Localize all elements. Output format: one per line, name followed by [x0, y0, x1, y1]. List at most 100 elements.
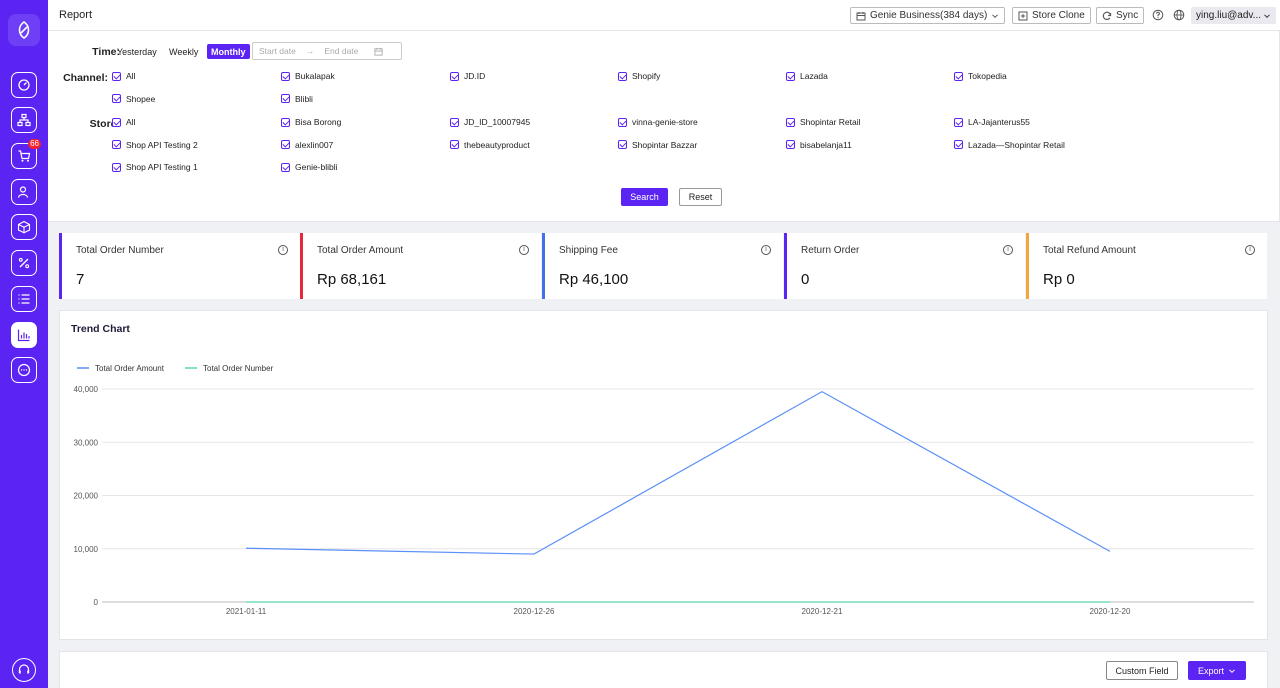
checkbox-checked-icon[interactable]: [618, 117, 627, 127]
business-label: Genie Business(384 days): [870, 10, 988, 21]
checkbox-checked-icon[interactable]: [281, 117, 290, 127]
time-option-weekly[interactable]: Weekly: [169, 46, 199, 57]
info-icon[interactable]: i: [278, 245, 288, 255]
store-checkbox[interactable]: JD_ID_10007945: [450, 117, 530, 127]
product-box-icon[interactable]: [11, 214, 37, 240]
help-icon[interactable]: [1152, 9, 1164, 21]
checkbox-checked-icon[interactable]: [112, 140, 121, 149]
sync-button[interactable]: Sync: [1096, 7, 1145, 24]
channel-checkbox[interactable]: Blibli: [281, 94, 313, 104]
channel-checkbox-label: Tokopedia: [968, 71, 1007, 81]
store-checkbox[interactable]: Shopintar Retail: [786, 117, 860, 127]
store-checkbox[interactable]: Lazada—Shopintar Retail: [954, 140, 1065, 150]
start-date-input[interactable]: Start date: [259, 46, 296, 56]
checkbox-checked-icon[interactable]: [281, 162, 290, 172]
store-label: Store:: [89, 118, 120, 130]
legend-label: Total Order Number: [203, 364, 274, 373]
channel-checkbox[interactable]: Shopee: [112, 94, 155, 104]
channel-checkbox[interactable]: All: [112, 71, 135, 81]
organization-icon[interactable]: [11, 107, 37, 133]
x-tick-label: 2021-01-11: [226, 607, 267, 616]
checkbox-checked-icon[interactable]: [281, 140, 290, 149]
checkbox-checked-icon[interactable]: [954, 140, 963, 149]
list-icon[interactable]: [11, 286, 37, 312]
checkbox-checked-icon[interactable]: [618, 71, 627, 81]
metric-value: 7: [76, 271, 85, 288]
channel-checkbox[interactable]: Shopify: [618, 71, 660, 81]
checkbox-checked-icon[interactable]: [281, 71, 290, 81]
cart-icon[interactable]: 66: [11, 139, 41, 169]
checkbox-checked-icon[interactable]: [450, 140, 459, 149]
search-button[interactable]: Search: [621, 188, 668, 206]
metric-card: Total Refund Amount i Rp 0: [1026, 233, 1267, 299]
checkbox-checked-icon[interactable]: [954, 117, 963, 127]
business-selector[interactable]: Genie Business(384 days): [850, 7, 1006, 24]
customer-support-icon[interactable]: [12, 658, 36, 682]
channel-checkbox[interactable]: Bukalapak: [281, 71, 335, 81]
arrow-right-icon: →: [305, 46, 315, 56]
promotion-percent-icon[interactable]: [11, 250, 37, 276]
store-clone-button[interactable]: Store Clone: [1012, 7, 1091, 24]
channel-checkbox[interactable]: JD.ID: [450, 71, 485, 81]
info-icon[interactable]: i: [761, 245, 771, 255]
checkbox-checked-icon[interactable]: [786, 117, 795, 127]
channel-checkbox-label: Lazada: [800, 71, 828, 81]
store-checkbox[interactable]: LA-Jajanterus55: [954, 117, 1030, 127]
checkbox-checked-icon[interactable]: [281, 94, 290, 103]
dashboard-icon[interactable]: [11, 72, 37, 98]
channel-checkbox[interactable]: Lazada: [786, 71, 828, 81]
info-icon[interactable]: i: [1245, 245, 1255, 255]
end-date-input[interactable]: End date: [324, 46, 359, 56]
store-checkbox[interactable]: Shopintar Bazzar: [618, 140, 697, 150]
store-checkbox[interactable]: Bisa Borong: [281, 117, 341, 127]
checkbox-checked-icon[interactable]: [618, 140, 627, 149]
checkbox-checked-icon[interactable]: [112, 162, 121, 172]
metric-card: Total Order Amount i Rp 68,161: [300, 233, 541, 299]
checkbox-checked-icon[interactable]: [450, 71, 459, 81]
checkbox-checked-icon[interactable]: [450, 117, 459, 127]
series-line-total-order-amount: [245, 390, 1111, 555]
checkbox-checked-icon[interactable]: [786, 71, 795, 81]
customers-icon[interactable]: [11, 179, 37, 205]
channel-checkbox-label: Shopee: [126, 93, 156, 104]
info-icon[interactable]: i: [1003, 245, 1013, 255]
channel-checkbox[interactable]: Tokopedia: [954, 71, 1007, 81]
export-button[interactable]: Export: [1188, 661, 1246, 680]
x-tick-label: 2020-12-26: [514, 607, 555, 616]
channel-checkbox-label: Shopify: [632, 71, 661, 81]
chart-title: Trend Chart: [71, 323, 130, 335]
checkbox-checked-icon[interactable]: [112, 117, 121, 127]
metric-title: Total Refund Amount: [1043, 245, 1136, 256]
calendar-icon: [856, 11, 866, 20]
report-chart-icon[interactable]: [11, 322, 37, 348]
time-option-yesterday[interactable]: Yesterday: [117, 46, 157, 57]
store-checkbox[interactable]: thebeautyproduct: [450, 140, 530, 150]
time-option-monthly[interactable]: Monthly: [207, 44, 250, 59]
store-checkbox-label: vinna-genie-store: [632, 117, 698, 127]
chat-icon[interactable]: [11, 357, 37, 383]
store-checkbox[interactable]: alexlin007: [281, 140, 333, 150]
store-checkbox[interactable]: Shop API Testing 1: [112, 162, 198, 172]
date-range-picker[interactable]: Start date → End date: [252, 42, 402, 60]
info-icon[interactable]: i: [519, 245, 529, 255]
store-checkbox[interactable]: bisabelanja11: [786, 140, 852, 150]
store-clone-label: Store Clone: [1032, 10, 1085, 21]
y-tick-label: 30,000: [74, 438, 99, 447]
checkbox-checked-icon[interactable]: [112, 71, 121, 81]
cart-badge: 66: [28, 139, 41, 149]
language-globe-icon[interactable]: [1173, 9, 1185, 21]
reset-button[interactable]: Reset: [679, 188, 722, 206]
store-checkbox[interactable]: vinna-genie-store: [618, 117, 698, 127]
metric-title: Return Order: [801, 245, 860, 256]
app-logo[interactable]: [8, 14, 40, 46]
checkbox-checked-icon[interactable]: [954, 71, 963, 81]
checkbox-checked-icon[interactable]: [112, 94, 121, 103]
time-label: Time:: [92, 46, 120, 58]
store-checkbox[interactable]: All: [112, 117, 135, 127]
checkbox-checked-icon[interactable]: [786, 140, 795, 149]
custom-field-button[interactable]: Custom Field: [1106, 661, 1178, 680]
user-name: ying.liu@adv...: [1196, 10, 1261, 21]
user-menu[interactable]: ying.liu@adv...: [1191, 7, 1276, 24]
store-checkbox[interactable]: Shop API Testing 2: [112, 140, 198, 150]
store-checkbox[interactable]: Genie-blibli: [281, 162, 338, 172]
